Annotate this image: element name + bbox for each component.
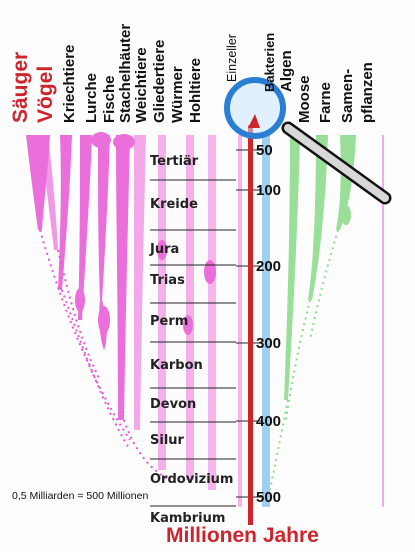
label-voegel: Vögel (34, 65, 57, 123)
era-silur: Silur (150, 433, 184, 448)
label-kriechtiere: Kriechtiere (61, 44, 78, 123)
era-perm: Perm (150, 314, 189, 329)
einzeller-bar (238, 135, 242, 507)
label-gliedertiere: Gliedertiere (151, 39, 168, 123)
era-devon: Devon (150, 397, 197, 412)
magnifier-icon (224, 77, 392, 205)
label-samen: Samen- (339, 68, 356, 123)
tick-400: 400 (256, 413, 282, 430)
era-kambrium: Kambrium (150, 511, 226, 526)
label-hohltiere: Hohltiere (187, 57, 204, 123)
label-saeuger: Säuger (9, 51, 32, 123)
label-bakterien: Bakterien (262, 32, 277, 92)
label-farne: Farne (317, 82, 334, 123)
era-ordovizium: Ordovizium (150, 472, 234, 487)
era-jura: Jura (150, 242, 180, 257)
era-trias: Trias (150, 273, 185, 288)
tick-50: 50 (256, 142, 273, 159)
bacteria-bar (262, 135, 270, 507)
label-weichtiere: Weichtiere (133, 47, 150, 123)
time-axis (248, 125, 253, 525)
era-tertiaer: Tertiär (150, 154, 199, 169)
label-stachelhaeuter: Stachelhäuter (117, 23, 134, 123)
animal-dotted-links (39, 229, 171, 481)
tick-200: 200 (256, 258, 282, 275)
plant-lineages (284, 135, 356, 400)
label-moose: Moose (296, 75, 313, 123)
label-einzeller: Einzeller (225, 34, 239, 82)
label-fische: Fische (101, 75, 118, 123)
animal-lineages (26, 132, 216, 490)
label-pflanzen: pflanzen (359, 62, 376, 123)
era-karbon: Karbon (150, 358, 203, 373)
era-kreide: Kreide (150, 197, 198, 212)
tick-100: 100 (256, 182, 282, 199)
tick-500: 500 (256, 489, 282, 506)
tick-300: 300 (256, 335, 282, 352)
label-wuermer: Würmer (169, 66, 186, 123)
conversion-note: 0,5 Milliarden = 500 Millionen (12, 490, 149, 502)
label-lurche: Lurche (83, 72, 100, 123)
plant-dotted-links (269, 229, 339, 491)
label-algen: Algen (278, 50, 295, 92)
axis-title: Millionen Jahre (166, 524, 319, 547)
